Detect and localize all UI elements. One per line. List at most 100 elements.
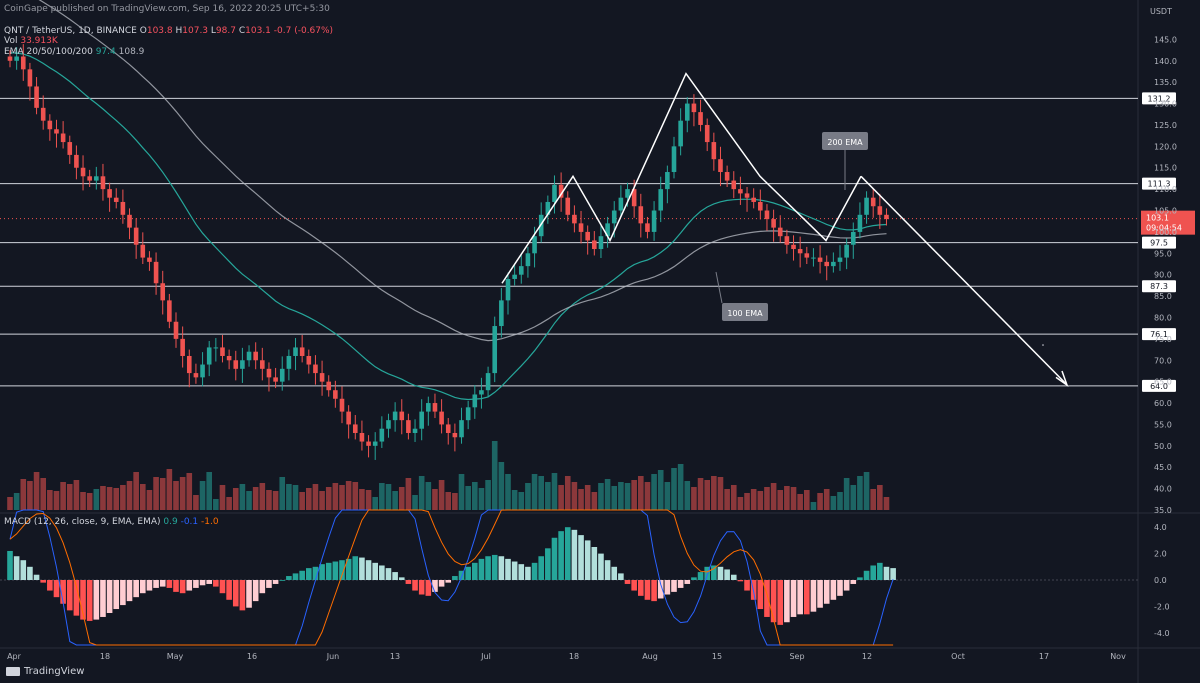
macd-histogram-bar — [332, 561, 339, 580]
macd-histogram-bar — [120, 580, 126, 606]
volume-bar — [173, 481, 179, 510]
macd-histogram-bar — [817, 580, 823, 608]
volume-legend[interactable]: Vol 33.913K — [4, 36, 58, 46]
candle-body — [837, 257, 843, 262]
volume-bar — [232, 488, 239, 510]
macd-legend[interactable]: MACD (12, 26, close, 9, EMA, EMA) 0.9 -0… — [4, 517, 219, 527]
price-tick-label: 85.0 — [1154, 292, 1172, 301]
volume-bar — [823, 489, 830, 510]
macd-tick-label: 4.0 — [1154, 523, 1167, 532]
macd-histogram-bar — [306, 568, 312, 580]
candle-body — [465, 407, 471, 421]
candle-body — [133, 227, 139, 245]
volume-bar — [478, 488, 485, 510]
candle-body — [558, 184, 564, 198]
candle-body — [844, 244, 849, 258]
candle-body — [518, 266, 524, 275]
candle-body — [299, 347, 305, 356]
candle-body — [645, 223, 650, 232]
ema-legend[interactable]: EMA 20/50/100/200 97.4 108.9 — [4, 47, 144, 57]
candle-body — [651, 210, 657, 232]
macd-histogram-bar — [40, 580, 46, 583]
candle-body — [319, 373, 325, 382]
volume-bar — [870, 489, 876, 510]
macd-value-3: -1.0 — [201, 517, 219, 527]
macd-histogram-bar — [133, 580, 139, 598]
symbol-name[interactable]: QNT / TetherUS, 1D, BINANCE — [4, 26, 137, 36]
volume-bar — [850, 485, 857, 510]
candle-body — [386, 420, 391, 429]
candle-body — [372, 441, 378, 446]
candle-body — [711, 142, 717, 160]
macd-histogram-bar — [591, 547, 598, 580]
macd-histogram-bar — [100, 580, 106, 617]
time-tick-label: Oct — [951, 652, 965, 661]
volume-bar — [485, 480, 491, 510]
candle-body — [279, 368, 285, 382]
macd-histogram-bar — [863, 570, 870, 580]
volume-bar — [405, 478, 412, 510]
macd-histogram-bar — [711, 565, 717, 580]
candle-body — [638, 206, 644, 224]
candle-body — [127, 214, 132, 228]
ohlc-o: 103.8 — [146, 26, 173, 36]
price-tick-label: 140.0 — [1154, 57, 1177, 66]
time-tick-label: 12 — [862, 652, 872, 661]
macd-histogram-bar — [60, 580, 66, 604]
candle-body — [857, 214, 863, 232]
candle-body — [392, 411, 398, 421]
macd-histogram-bar — [784, 580, 790, 623]
volume-bar — [691, 487, 697, 510]
macd-histogram-bar — [193, 580, 199, 588]
candle-body — [505, 278, 511, 301]
last-price-box — [1141, 210, 1195, 235]
volume-bar — [252, 487, 259, 510]
volume-bar — [452, 493, 458, 510]
volume-bar — [219, 485, 226, 510]
volume-bar — [272, 491, 279, 510]
candle-body — [552, 184, 557, 202]
candle-body — [592, 240, 597, 250]
macd-histogram-bar — [684, 580, 691, 584]
candle-body — [113, 197, 119, 202]
candle-body — [80, 167, 86, 177]
candle-body — [313, 364, 318, 374]
arrow-head-icon — [1055, 370, 1069, 388]
volume-bar — [339, 485, 345, 510]
candle-body — [206, 347, 212, 365]
macd-histogram-bar — [153, 580, 159, 588]
candle-body — [326, 381, 332, 391]
candle-body — [824, 261, 830, 267]
ohlc-h-label: H — [175, 26, 183, 36]
volume-bar — [704, 480, 710, 510]
macd-histogram-bar — [398, 577, 405, 580]
volume-bar — [877, 485, 883, 510]
macd-histogram-bar — [717, 566, 724, 580]
volume-bar — [193, 495, 199, 510]
volume-bar — [398, 487, 405, 510]
volume-bar — [498, 462, 505, 510]
macd-histogram-bar — [584, 540, 591, 580]
tradingview-brand[interactable]: TradingView — [6, 666, 84, 677]
time-tick-label: Nov — [1110, 652, 1126, 661]
macd-histogram-bar — [80, 580, 86, 620]
macd-histogram-bar — [418, 580, 425, 595]
macd-histogram-bar — [412, 580, 418, 591]
last-price-countdown: 09:04:54 — [1146, 224, 1182, 233]
candle-body — [671, 146, 677, 173]
volume-bar — [279, 477, 286, 510]
macd-histogram-bar — [598, 553, 604, 580]
price-tick-label: 135.0 — [1154, 78, 1177, 87]
volume-bar — [684, 481, 691, 510]
candle-body — [246, 351, 252, 361]
volume-bar — [458, 474, 465, 510]
volume-bar — [525, 483, 531, 510]
volume-bar — [804, 490, 810, 510]
macd-histogram-bar — [797, 580, 803, 615]
macd-histogram-bar — [498, 556, 505, 580]
signal-line — [9, 509, 894, 646]
volume-bar — [345, 481, 352, 510]
last-price-value: 103.1 — [1146, 214, 1169, 223]
macd-histogram-bar — [730, 574, 737, 580]
